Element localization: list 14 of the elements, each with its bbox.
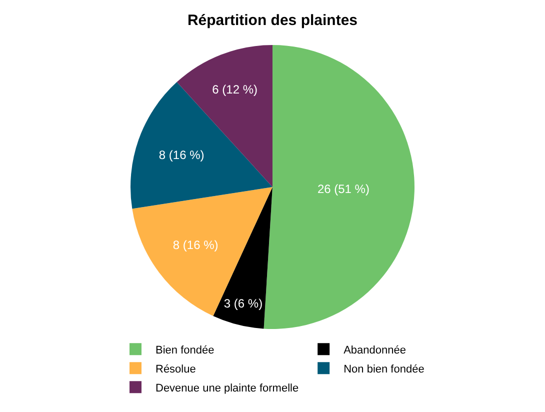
data-label: 3 (6 %) bbox=[224, 296, 263, 310]
legend-label: Résolue bbox=[156, 363, 196, 376]
legend-label: Bien fondée bbox=[156, 344, 214, 356]
pie-slice bbox=[130, 82, 272, 209]
pie-slice bbox=[264, 45, 414, 329]
data-label: 6 (12 %) bbox=[212, 82, 258, 97]
data-label: 8 (16 %) bbox=[158, 148, 204, 162]
pie-slice bbox=[132, 187, 272, 316]
legend-label: Abandonnée bbox=[344, 344, 406, 356]
legend-label: Non bien fondée bbox=[344, 363, 424, 376]
legend-label: Devenue une plainte formelle bbox=[156, 382, 299, 394]
data-label: 8 (16 %) bbox=[172, 238, 218, 252]
data-label: 26 (51 %) bbox=[317, 182, 370, 196]
chart-title: Répartition des plaintes bbox=[187, 12, 358, 29]
